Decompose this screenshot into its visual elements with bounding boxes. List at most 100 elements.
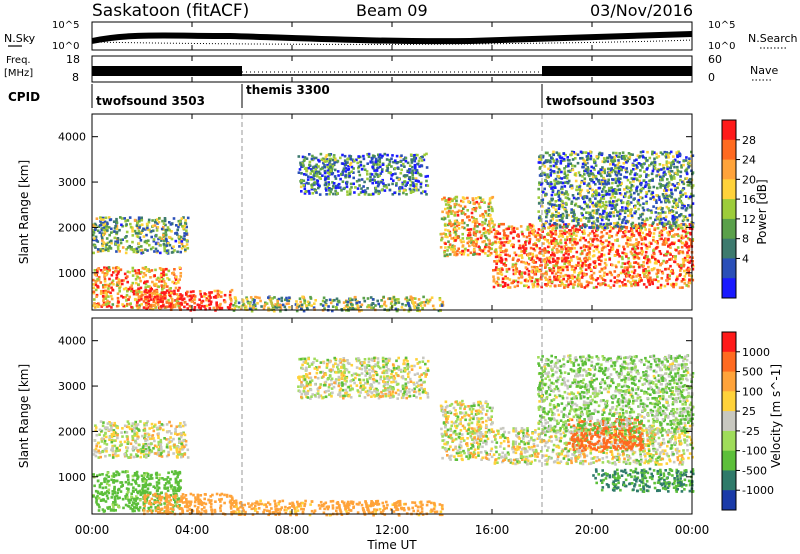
echo-cell-4	[340, 189, 343, 192]
echo-cell-6	[674, 255, 677, 258]
echo-cell-5	[448, 232, 452, 235]
echo-cell-0	[119, 216, 122, 219]
echo-cell-7	[626, 200, 630, 204]
echo-cell-6	[623, 278, 626, 282]
echo-cell-2	[149, 304, 153, 307]
echo-cell-7	[612, 211, 616, 214]
echo-cell-5	[456, 236, 460, 240]
echo-cell-7	[685, 171, 689, 174]
echo-cell-6	[516, 284, 519, 288]
echo-cell-6	[531, 253, 535, 257]
echo-cell-6	[578, 283, 581, 287]
echo-cell-3	[322, 296, 326, 300]
echo-cell-6	[568, 241, 572, 244]
echo-cell-1	[110, 273, 114, 277]
echo-cell-0	[129, 225, 133, 229]
echo-cell-6	[642, 261, 645, 264]
echo-cell-6	[503, 284, 507, 287]
echo-cell-6	[539, 264, 542, 267]
echo-cell-0	[110, 239, 113, 243]
echo-cell-1	[140, 270, 143, 274]
echo-cell-7	[664, 215, 668, 219]
echo-cell-7	[612, 169, 615, 172]
echo-cell-6	[591, 254, 595, 258]
echo-cell-3	[300, 306, 304, 309]
echo-cell-7	[579, 190, 582, 194]
echo-cell-6	[626, 238, 630, 242]
echo-cell-7	[652, 198, 656, 201]
echo-cell-6	[588, 232, 592, 235]
echo-cell-6	[577, 274, 580, 277]
echo-cell-5	[461, 244, 465, 247]
echo-cell-4	[411, 190, 415, 193]
echo-cell-6	[583, 232, 586, 235]
echo-cell-5	[472, 241, 475, 244]
echo-cell-6	[661, 243, 665, 246]
echo-cell-7	[589, 157, 592, 161]
echo-cell-7	[687, 204, 690, 207]
nsky-label: N.Sky	[4, 32, 36, 45]
echo-cell-7	[586, 171, 589, 175]
echo-cell-6	[670, 229, 674, 232]
echo-cell-6	[532, 243, 535, 246]
echo-cell-5	[450, 237, 453, 240]
echo-cell-7	[595, 177, 598, 181]
echo-cell-1	[136, 272, 140, 275]
echo-cell-5	[471, 197, 475, 200]
echo-cell-7	[589, 150, 592, 153]
echo-cell-5	[444, 246, 447, 249]
echo-cell-7	[667, 161, 671, 164]
echo-cell-7	[541, 155, 545, 159]
echo-cell-7	[636, 154, 640, 158]
echo-cell-1	[140, 290, 143, 294]
echo-cell-6	[579, 225, 582, 228]
echo-cell-0	[160, 237, 164, 240]
echo-cell-1	[124, 286, 128, 290]
echo-cell-7	[583, 177, 587, 180]
echo-cell-5	[440, 232, 443, 236]
echo-cell-6	[657, 260, 660, 263]
echo-cell-4	[320, 158, 323, 162]
echo-cell-5	[447, 209, 451, 213]
echo-cell-7	[634, 210, 638, 213]
echo-cell-7	[595, 209, 599, 212]
echo-cell-4	[381, 154, 384, 158]
echo-cell-0	[185, 229, 188, 232]
echo-cell-7	[605, 183, 608, 186]
echo-cell-7	[581, 213, 584, 217]
echo-cell-4	[313, 181, 316, 185]
echo-cell-5	[466, 196, 469, 200]
echo-cell-4	[329, 169, 333, 172]
echo-cell-7	[586, 189, 589, 192]
echo-cell-6	[676, 263, 680, 266]
echo-cell-6	[678, 286, 682, 289]
echo-cell-1	[95, 295, 98, 298]
echo-cell-7	[611, 160, 614, 163]
echo-cell-4	[300, 172, 303, 175]
echo-cell-6	[615, 233, 618, 237]
echo-cell-6	[675, 278, 678, 282]
echo-cell-7	[666, 165, 669, 169]
echo-cell-7	[633, 206, 637, 209]
echo-cell-7	[670, 164, 673, 167]
echo-cell-7	[679, 178, 682, 182]
echo-cell-7	[646, 218, 649, 222]
echo-cell-7	[602, 223, 605, 226]
echo-cell-1	[112, 283, 115, 286]
echo-cell-4	[341, 180, 345, 183]
echo-cell-7	[560, 191, 564, 194]
echo-cell-7	[674, 206, 677, 210]
echo-cell-7	[585, 205, 589, 208]
echo-cell-7	[652, 195, 655, 199]
echo-cell-6	[685, 268, 689, 272]
echo-cell-6	[666, 276, 669, 279]
echo-cell-6	[576, 241, 579, 245]
echo-cell-6	[603, 267, 606, 270]
echo-cell-6	[572, 286, 575, 289]
echo-cell-4	[312, 166, 315, 169]
echo-cell-6	[611, 243, 615, 246]
echo-cell-7	[638, 203, 642, 207]
echo-cell-4	[362, 164, 366, 168]
echo-cell-4	[326, 165, 329, 169]
echo-cell-2	[199, 292, 202, 296]
